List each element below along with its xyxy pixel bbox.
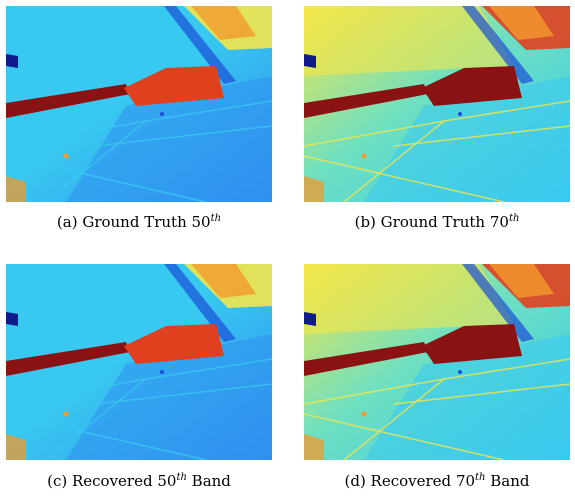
red-field <box>124 66 224 106</box>
hyperspectral-image-a <box>6 6 272 202</box>
hyperspectral-image-b <box>304 6 570 202</box>
caption-a-sup: th <box>210 213 222 224</box>
bottom-left-patch <box>6 434 26 460</box>
bright-spot <box>63 153 69 159</box>
caption-b: (b) Ground Truth 70th <box>304 213 570 231</box>
caption-c-prefix: (c) Recovered <box>47 472 158 490</box>
diagonal-road <box>462 264 534 342</box>
bottom-left-patch <box>304 176 324 202</box>
field-boundary-line <box>145 100 272 122</box>
field-boundary-line <box>304 155 505 202</box>
field-boundary-line <box>304 120 445 147</box>
bottom-left-patch <box>304 434 324 460</box>
field-lower-right <box>66 334 272 460</box>
field-boundary-line <box>45 378 147 460</box>
caption-c: (c) Recovered 50th Band <box>6 472 272 490</box>
caption-a: (a) Ground Truth 50th <box>6 213 272 231</box>
field-boundary-line <box>304 413 505 460</box>
caption-d-band: 70 <box>455 472 476 490</box>
dark-spot <box>458 112 462 116</box>
field-upper-left <box>6 264 216 334</box>
panel-a-image <box>6 6 272 202</box>
dark-red-strip <box>6 342 130 376</box>
caption-d-prefix: (d) Recovered <box>344 472 456 490</box>
field-boundary-line <box>6 378 147 405</box>
field-boundary-line <box>393 125 570 147</box>
field-lower-right <box>66 76 272 202</box>
field-top-right-inner <box>191 6 256 40</box>
navy-corner <box>6 312 18 326</box>
field-boundary-line <box>6 155 207 202</box>
navy-corner <box>304 312 316 326</box>
red-field <box>422 66 522 106</box>
dark-red-strip <box>304 84 428 118</box>
field-upper-left <box>304 264 514 334</box>
caption-d-suffix: Band <box>485 472 530 490</box>
caption-d: (d) Recovered 70th Band <box>304 472 570 490</box>
field-boundary-line <box>6 413 207 460</box>
red-field <box>124 324 224 364</box>
field-upper-left <box>304 6 514 76</box>
caption-c-band: 50 <box>157 472 177 490</box>
field-boundary-line <box>95 125 272 147</box>
caption-a-prefix: (a) Ground Truth <box>56 213 192 231</box>
bright-spot <box>361 153 367 159</box>
dark-red-strip <box>304 342 428 376</box>
field-boundary-line <box>443 358 570 380</box>
field-lower-right <box>364 76 570 202</box>
panel-b-image <box>304 6 570 202</box>
diagonal-road <box>164 264 236 342</box>
bright-spot <box>361 411 367 417</box>
caption-c-sup: th <box>176 472 187 483</box>
bottom-left-patch <box>6 176 26 202</box>
field-boundary-line <box>443 100 570 122</box>
dark-spot <box>458 370 462 374</box>
dark-spot <box>160 370 164 374</box>
field-boundary-line <box>45 120 147 202</box>
hyperspectral-image-c <box>6 264 272 460</box>
panel-d-image <box>304 264 570 460</box>
field-upper-left <box>6 6 216 76</box>
field-lower-right <box>364 334 570 460</box>
field-boundary-line <box>95 383 272 405</box>
bright-spot <box>63 411 69 417</box>
caption-d-sup: th <box>475 472 486 483</box>
hyperspectral-image-d <box>304 264 570 460</box>
field-boundary-line <box>145 358 272 380</box>
navy-corner <box>304 54 316 68</box>
field-top-right-inner <box>191 264 256 298</box>
caption-b-band: 70 <box>489 213 509 231</box>
diagonal-road <box>462 6 534 84</box>
red-field <box>422 324 522 364</box>
field-boundary-line <box>343 378 445 460</box>
caption-b-prefix: (b) Ground Truth <box>354 213 490 231</box>
field-boundary-line <box>304 378 445 405</box>
navy-corner <box>6 54 18 68</box>
caption-c-suffix: Band <box>186 472 231 490</box>
caption-b-sup: th <box>508 213 520 224</box>
field-top-right-inner <box>489 264 554 298</box>
field-top-right-inner <box>489 6 554 40</box>
field-boundary-line <box>343 120 445 202</box>
panel-c-image <box>6 264 272 460</box>
field-boundary-line <box>393 383 570 405</box>
dark-red-strip <box>6 84 130 118</box>
dark-spot <box>160 112 164 116</box>
field-boundary-line <box>6 120 147 147</box>
diagonal-road <box>164 6 236 84</box>
caption-a-band: 50 <box>191 213 211 231</box>
